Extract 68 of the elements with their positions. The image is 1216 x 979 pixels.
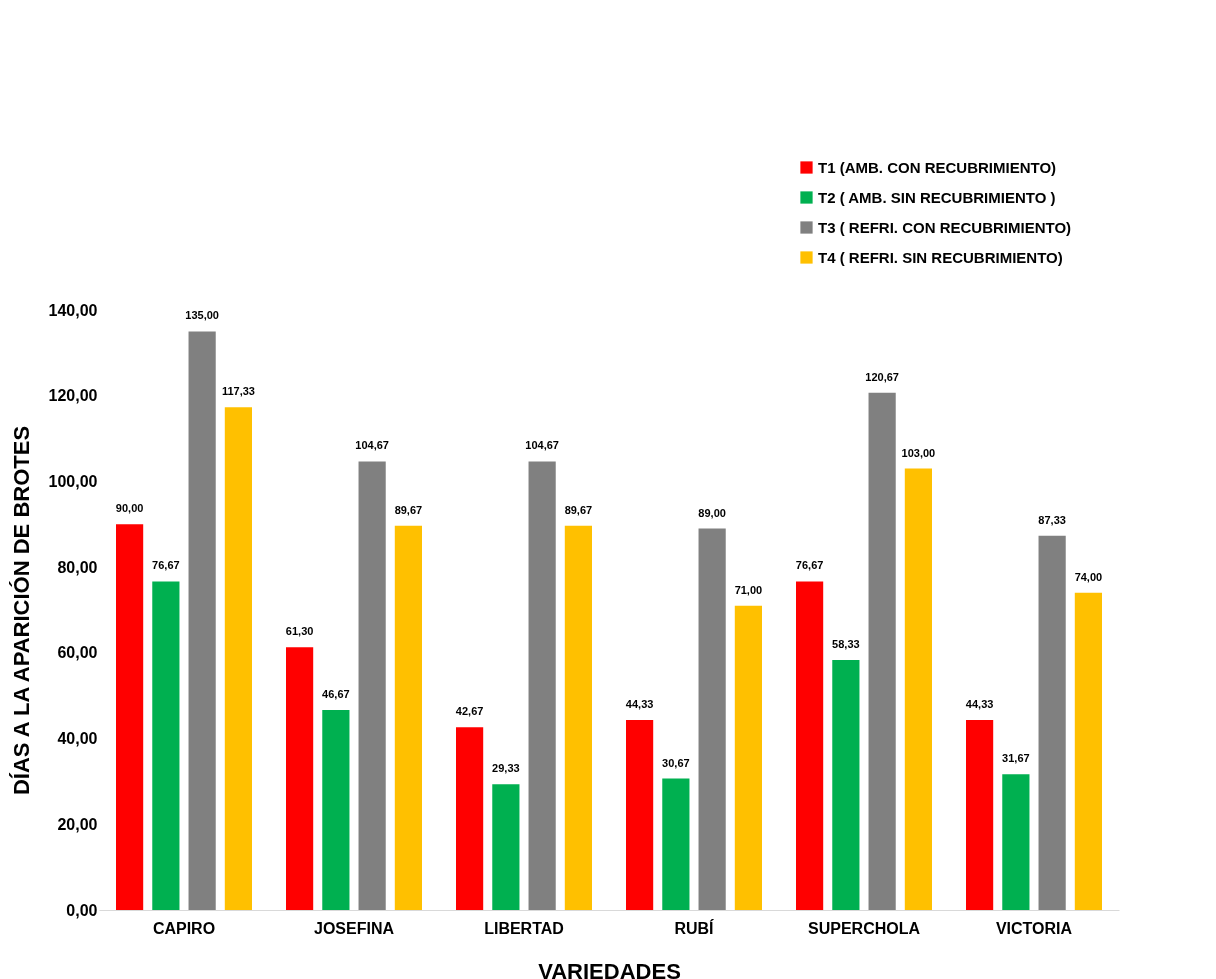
y-tick-label: 40,00 [57,730,98,748]
data-label: 89,67 [394,503,423,516]
bar [796,581,824,910]
data-label: 76,67 [795,559,824,572]
bar [698,528,726,910]
bar [188,331,216,910]
data-label: 44,33 [625,698,654,711]
data-label: 29,33 [492,762,520,775]
data-label: 58,33 [832,638,860,651]
x-tick-label: SUPERCHOLA [807,919,921,937]
data-label: 61,30 [285,625,314,638]
data-label: 120,67 [865,370,899,383]
x-tick-label: VICTORIA [995,919,1073,937]
data-label: 87,33 [1038,513,1066,526]
data-label: 89,67 [564,503,593,516]
bar [1038,535,1066,910]
bar [358,461,386,910]
data-label: 117,33 [221,385,255,398]
data-label: 104,67 [525,439,559,452]
bar [1074,592,1102,910]
data-label: 89,00 [698,506,726,519]
bar [662,778,690,910]
data-label: 76,67 [152,559,180,572]
y-tick-label: 120,00 [48,387,98,405]
bar [528,461,556,910]
data-label: 42,67 [455,705,484,718]
data-label: 90,00 [115,502,144,515]
y-tick-label: 100,00 [48,472,98,490]
bar [564,525,592,910]
legend-label: T1 (AMB. CON RECUBRIMIENTO) [818,158,1057,176]
x-axis-title: VARIEDADES [538,958,681,979]
data-label: 71,00 [734,583,763,596]
y-tick-label: 0,00 [66,901,98,919]
bar [904,468,932,910]
bar [626,720,654,910]
data-label: 31,67 [1002,752,1030,765]
data-label: 46,67 [322,687,350,700]
data-label: 74,00 [1074,570,1103,583]
legend-label: T4 ( REFRI. SIN RECUBRIMIENTO) [818,248,1063,266]
data-label: 44,33 [965,698,994,711]
bar [492,784,520,910]
data-label: 104,67 [355,439,389,452]
x-tick-label: LIBERTAD [484,919,564,937]
y-tick-label: 60,00 [57,644,98,662]
bar [868,392,896,910]
bar [1002,774,1030,910]
bar [224,407,252,910]
y-axis-title: DÍAS A LA APARICIÓN DE BROTES [8,425,34,796]
bar [832,660,860,910]
legend-label: T3 ( REFRI. CON RECUBRIMIENTO) [818,218,1072,236]
legend-label: T2 ( AMB. SIN RECUBRIMIENTO ) [818,188,1056,206]
x-tick-label: CAPIRO [152,919,216,937]
bar [152,581,180,910]
data-label: 30,67 [662,756,690,769]
y-tick-label: 80,00 [57,558,98,576]
bar [116,524,144,910]
data-label: 135,00 [185,309,219,322]
bar [734,605,762,910]
bar [966,720,994,910]
y-tick-label: 140,00 [48,301,98,319]
bar [322,709,350,910]
x-tick-label: RUBÍ [674,918,715,937]
bar [456,727,484,910]
data-label: 103,00 [901,446,936,459]
bar [394,525,422,910]
y-tick-label: 20,00 [57,815,98,833]
x-tick-label: JOSEFINA [313,919,395,937]
bar [286,647,314,910]
